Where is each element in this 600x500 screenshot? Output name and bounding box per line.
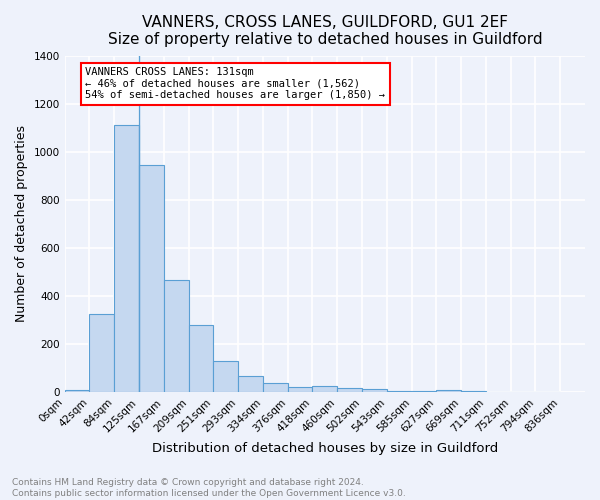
Y-axis label: Number of detached properties: Number of detached properties	[15, 125, 28, 322]
Bar	[287, 386, 313, 392]
Text: VANNERS CROSS LANES: 131sqm
← 46% of detached houses are smaller (1,562)
54% of : VANNERS CROSS LANES: 131sqm ← 46% of det…	[85, 68, 385, 100]
Bar	[263, 383, 287, 392]
Bar	[139, 165, 164, 392]
Bar	[362, 389, 387, 392]
Bar	[89, 314, 114, 392]
Bar	[214, 361, 238, 392]
Text: Contains HM Land Registry data © Crown copyright and database right 2024.
Contai: Contains HM Land Registry data © Crown c…	[12, 478, 406, 498]
Bar	[65, 390, 89, 392]
Bar	[188, 325, 214, 392]
Bar	[164, 280, 188, 392]
Bar	[238, 376, 263, 392]
Bar	[114, 125, 139, 392]
Bar	[337, 388, 362, 392]
Bar	[436, 390, 461, 392]
X-axis label: Distribution of detached houses by size in Guildford: Distribution of detached houses by size …	[152, 442, 498, 455]
Bar	[313, 386, 337, 392]
Title: VANNERS, CROSS LANES, GUILDFORD, GU1 2EF
Size of property relative to detached h: VANNERS, CROSS LANES, GUILDFORD, GU1 2EF…	[107, 15, 542, 48]
